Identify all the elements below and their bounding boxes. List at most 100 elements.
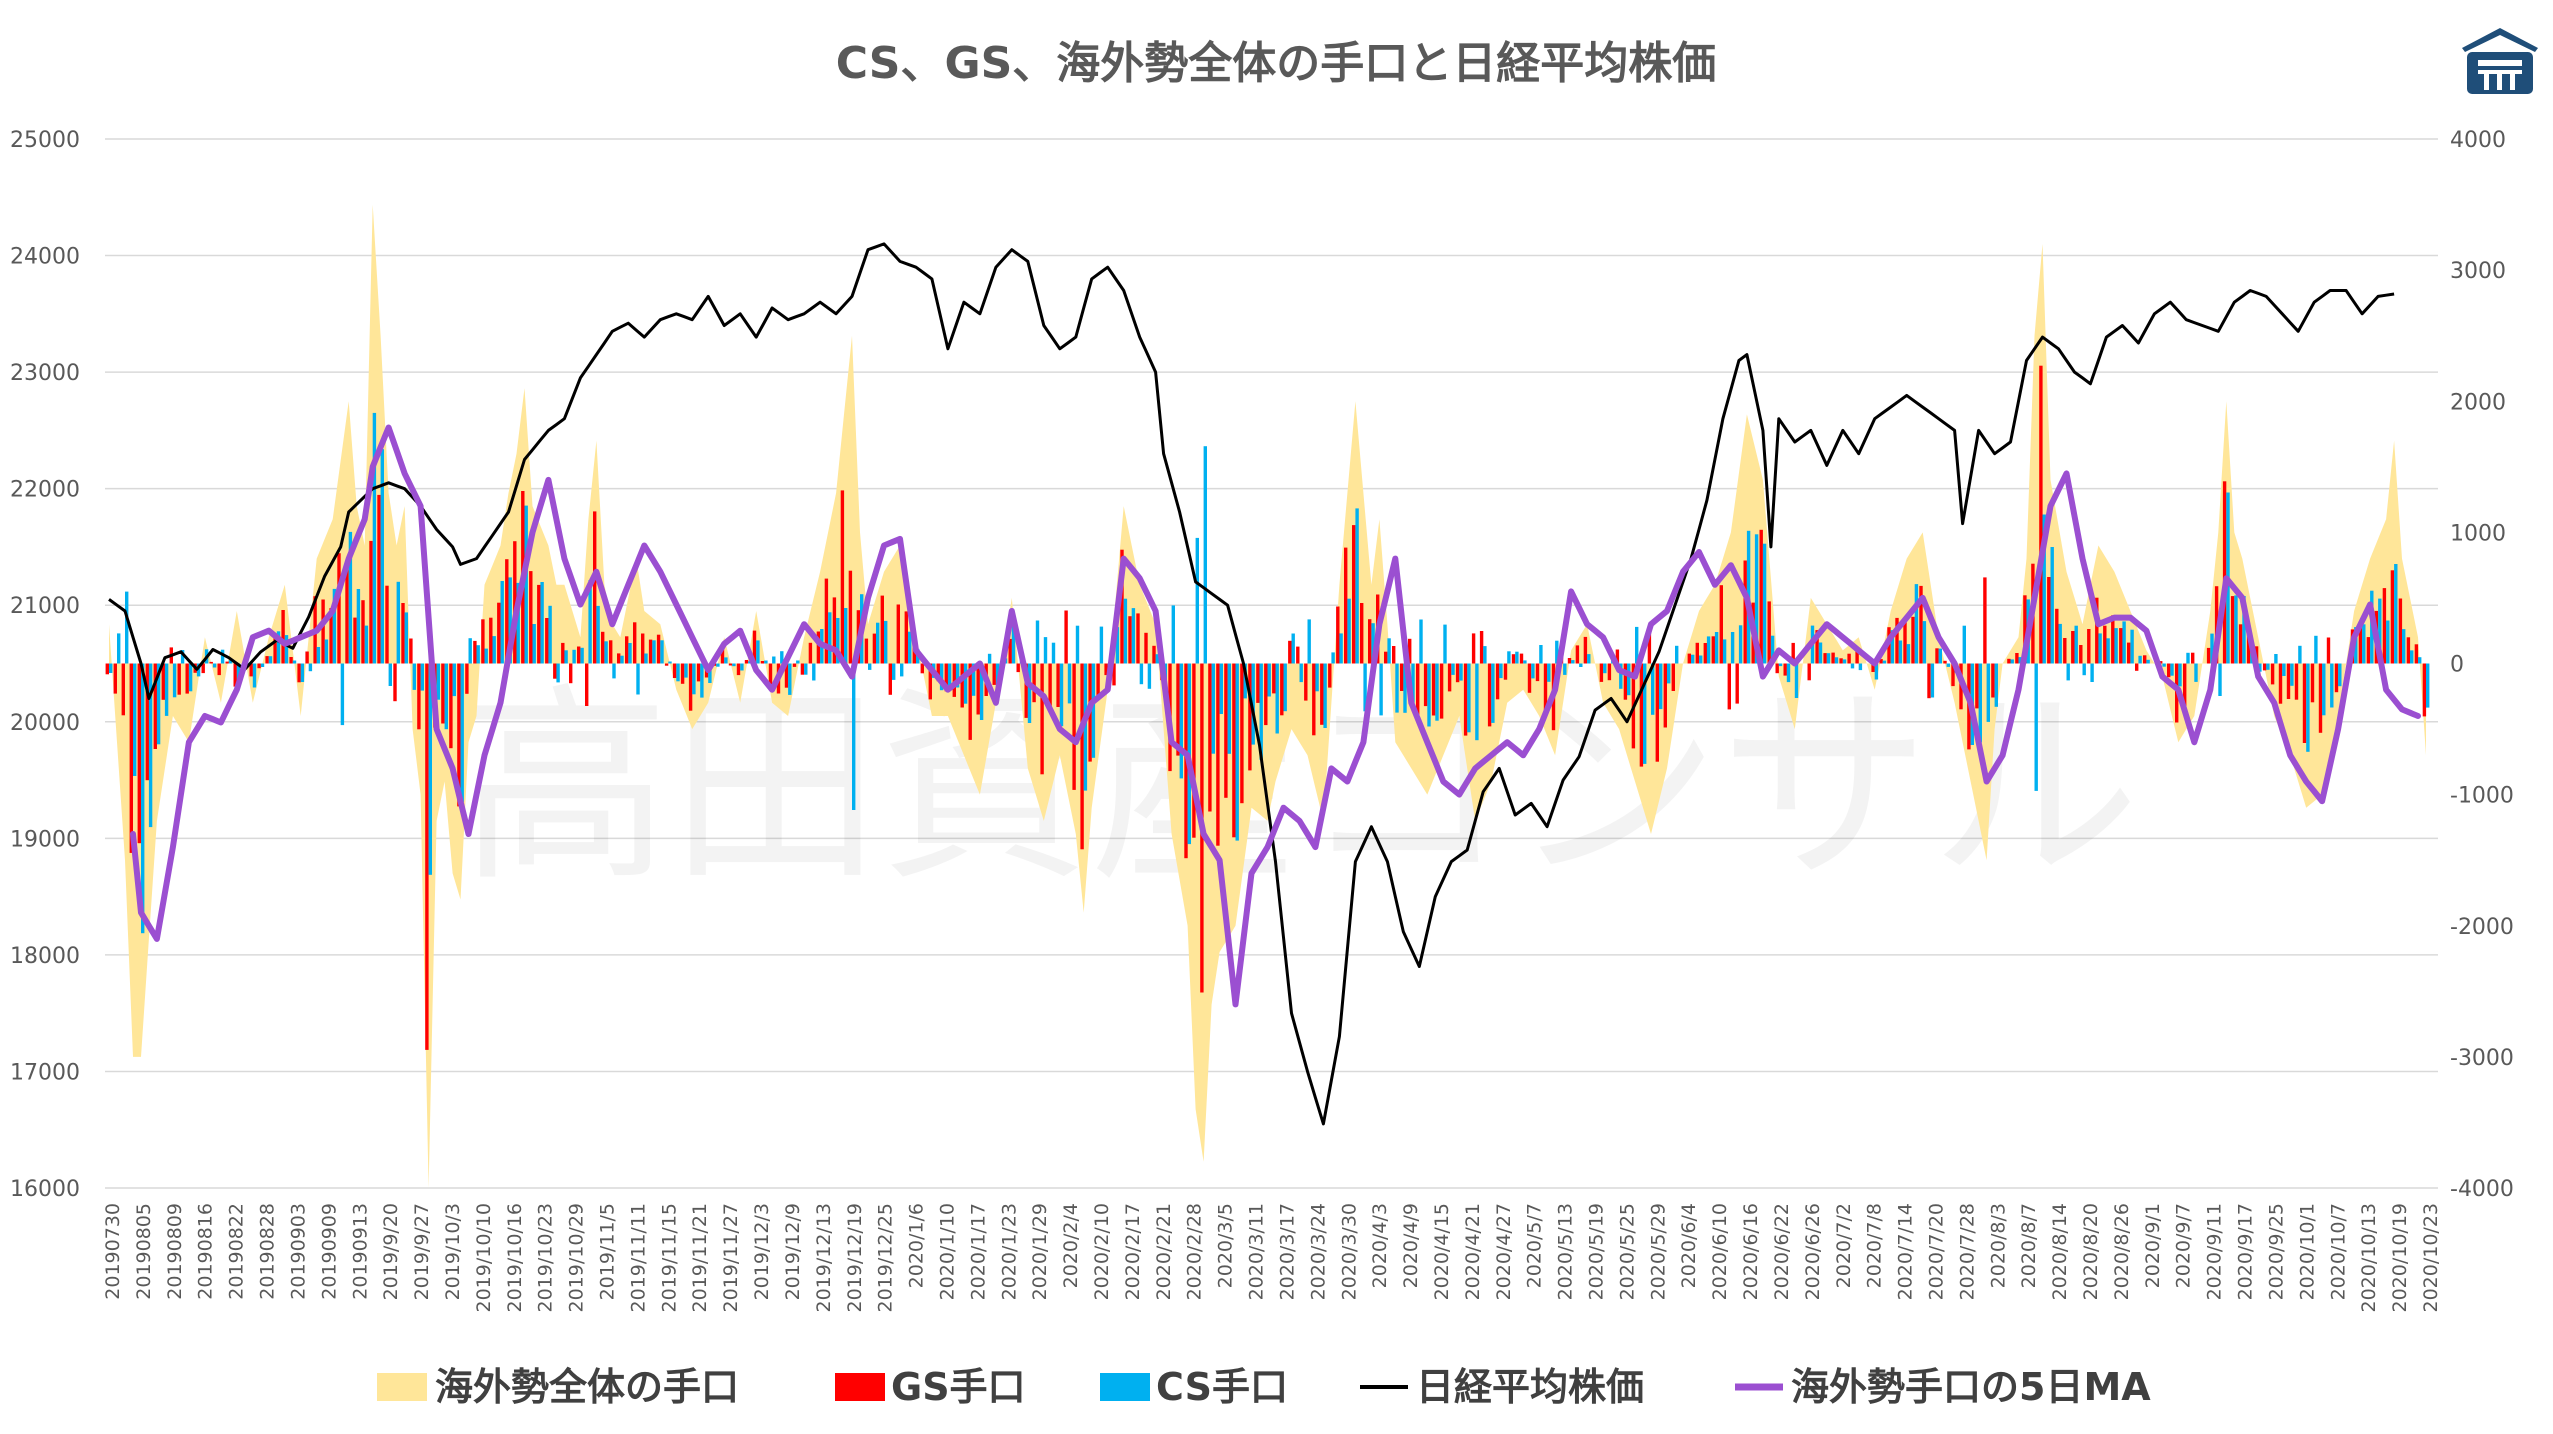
x-tick-label: 2020/3/17 — [1277, 1203, 1299, 1300]
x-tick-label: 2020/2/10 — [1091, 1203, 1113, 1300]
cs-bar — [1882, 660, 1887, 664]
gs-bar — [281, 610, 285, 664]
x-tick-label: 2020/9/1 — [2142, 1203, 2164, 1288]
gs-bar — [137, 663, 141, 844]
cs-bar — [1515, 651, 1519, 664]
gs-bar — [1296, 646, 1300, 664]
gs-bar — [377, 494, 381, 664]
cs-bar — [2194, 663, 2198, 682]
gs-bar — [648, 639, 653, 664]
cs-bar — [1451, 663, 1455, 675]
gs-bar — [1368, 619, 1372, 664]
gs-bar — [2135, 663, 2139, 671]
cs-bar — [652, 640, 656, 664]
cs-bar — [380, 449, 384, 664]
y-left-tick-label: 17000 — [10, 1060, 80, 1085]
cs-bar — [1706, 636, 1711, 664]
gs-bar — [1951, 663, 1955, 687]
gs-bar — [1040, 663, 1044, 775]
cs-bar — [2186, 652, 2190, 664]
gs-bar — [1583, 636, 1588, 664]
gs-bar — [720, 644, 725, 664]
cs-bar — [1643, 663, 1647, 764]
gs-bar — [2326, 637, 2331, 664]
cs-bar — [900, 663, 904, 677]
cs-bar — [1587, 654, 1591, 664]
gs-bar — [1288, 640, 1292, 664]
cs-bar — [556, 663, 560, 683]
gs-bar — [1727, 663, 1731, 710]
cs-bar — [1834, 657, 1839, 664]
cs-bar — [884, 620, 888, 664]
legend-label-nikkei: 日経平均株価 — [1416, 1365, 1644, 1409]
cs-bar — [1858, 663, 1863, 671]
gs-bar — [808, 642, 813, 664]
cs-bar — [1547, 663, 1551, 682]
gs-bar — [952, 663, 956, 697]
gs-bar — [840, 490, 845, 664]
gs-bar — [1328, 663, 1332, 688]
gs-bar — [1831, 652, 1835, 664]
cs-bar — [1091, 663, 1096, 758]
cs-bar — [188, 663, 193, 692]
y-left-tick-label: 16000 — [10, 1177, 80, 1202]
gs-bar — [1455, 663, 1460, 683]
gs-bar — [1527, 663, 1532, 693]
gs-bar — [848, 570, 853, 664]
gs-bar — [672, 663, 677, 678]
gs-bar — [441, 663, 445, 724]
gs-bar — [2222, 481, 2227, 664]
gs-bar — [800, 663, 805, 675]
cs-bar — [404, 612, 408, 664]
cs-bar — [1435, 663, 1439, 721]
x-tick-label: 2019/11/15 — [658, 1203, 680, 1313]
gs-bar — [1208, 663, 1212, 812]
gs-bar — [2334, 663, 2339, 693]
gs-bar — [561, 642, 565, 664]
cs-bar — [1930, 663, 1935, 698]
cs-bar — [1443, 624, 1447, 664]
cs-bar — [420, 663, 424, 691]
cs-bar — [796, 660, 800, 664]
gs-bar — [944, 663, 948, 692]
cs-bar — [180, 650, 185, 664]
cs-bar — [1363, 663, 1367, 712]
cs-bar — [2354, 627, 2358, 664]
cs-bar — [947, 663, 952, 687]
gs-bar — [2230, 596, 2235, 664]
gs-bar — [449, 663, 453, 749]
gs-bar — [1064, 610, 1068, 664]
gs-bar — [2087, 629, 2091, 664]
cs-bar — [125, 591, 129, 664]
gs-bar — [161, 663, 165, 700]
cs-bar — [2178, 663, 2182, 687]
gs-bar — [545, 618, 549, 664]
gs-bar — [736, 663, 741, 676]
gs-bar — [816, 631, 821, 664]
gs-bar — [537, 584, 541, 664]
gs-bar — [641, 633, 645, 664]
gs-bar — [1927, 663, 1931, 699]
cs-bar — [1491, 663, 1495, 723]
gs-bar — [880, 595, 884, 664]
gs-bar — [513, 541, 517, 664]
gs-bar — [201, 663, 205, 674]
gs-bar — [768, 663, 773, 688]
gs-bar — [1711, 636, 1715, 664]
cs-bar — [2242, 596, 2246, 664]
gs-bar — [497, 602, 501, 664]
cs-bar — [2082, 663, 2086, 676]
gs-bar — [2278, 663, 2283, 704]
gs-bar — [1416, 663, 1420, 716]
cs-bar — [1994, 663, 1998, 707]
gs-bar — [321, 599, 325, 664]
cs-bar — [212, 663, 217, 668]
cs-bar — [1818, 642, 1823, 664]
gs-bar — [1240, 663, 1244, 804]
x-tick-label: 2020/6/4 — [1678, 1203, 1700, 1288]
gs-bar — [1128, 616, 1132, 664]
cs-bar — [1115, 627, 1120, 664]
gs-bar — [1743, 560, 1747, 664]
gs-bar — [2398, 598, 2403, 664]
gs-bar — [1503, 663, 1508, 680]
